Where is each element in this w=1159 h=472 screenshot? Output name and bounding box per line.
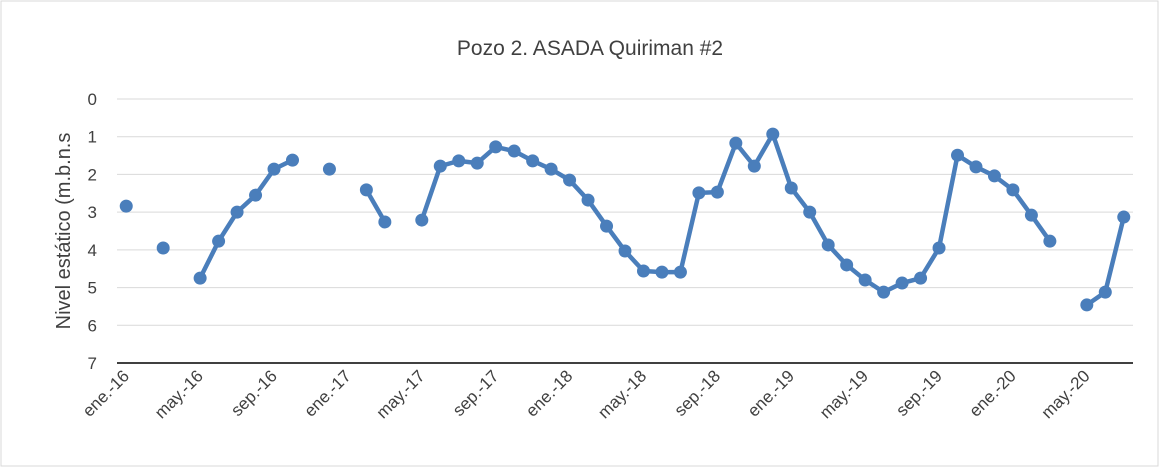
data-point [285,153,299,167]
data-point [673,265,687,279]
y-axis-label: Nivel estático (m.b.n.s [53,133,75,330]
data-point [470,156,484,170]
data-point [563,173,577,187]
y-tick-label: 6 [88,316,97,335]
data-point [322,162,336,176]
data-point [1043,234,1057,248]
data-point [526,154,540,168]
data-point [729,136,743,150]
data-point [840,258,854,272]
y-tick-label: 3 [88,203,97,222]
data-point [415,213,429,227]
data-point [212,234,226,248]
data-point [249,188,263,202]
data-point [895,276,909,290]
data-point [600,219,614,233]
chart-title: Pozo 2. ASADA Quiriman #2 [457,37,723,60]
data-point [636,264,650,278]
data-point [914,271,928,285]
data-point [119,199,133,213]
data-point [766,127,780,141]
y-tick-label: 4 [88,241,97,260]
y-tick-label: 7 [88,354,97,373]
data-point [987,169,1001,183]
data-point [784,181,798,195]
data-point [507,144,521,158]
data-point [618,244,632,258]
data-point [193,271,207,285]
y-tick-label: 1 [88,128,97,147]
data-point [378,215,392,229]
data-point [803,205,817,219]
y-tick-label: 0 [88,90,97,109]
data-point [1006,183,1020,197]
data-point [1080,298,1094,312]
data-point [858,273,872,287]
data-point [877,285,891,299]
data-point [359,183,373,197]
data-point [433,159,447,173]
data-point [821,238,835,252]
data-point [156,241,170,255]
data-point [544,162,558,176]
data-point [1098,285,1112,299]
data-point [489,140,503,154]
data-point [230,205,244,219]
data-point [1117,210,1131,224]
data-point [747,159,761,173]
data-point [267,162,281,176]
y-tick-label: 5 [88,279,97,298]
data-point [655,265,669,279]
y-tick-label: 2 [88,165,97,184]
data-point [932,241,946,255]
data-point [1024,208,1038,222]
data-point [951,148,965,162]
data-point [581,193,595,207]
data-point [969,160,983,174]
data-point [452,154,466,168]
data-point [692,186,706,200]
data-point [710,185,724,199]
